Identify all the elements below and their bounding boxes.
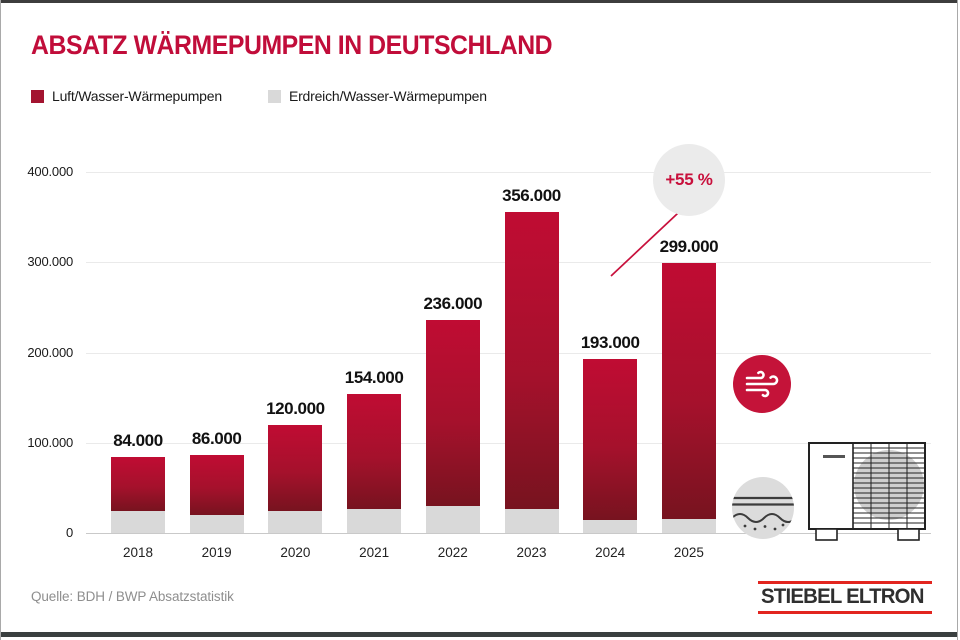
y-tick-label: 0 [65,525,73,540]
page-title: ABSATZ WÄRMEPUMPEN IN DEUTSCHLAND [31,30,553,60]
bar-segment-luft-2019 [189,455,244,515]
bar-segment-erdreich-2024 [583,520,638,533]
bar-segment-erdreich-2021 [347,508,402,533]
bar-value-label-2018: 84.000 [113,431,163,451]
source-note: Quelle: BDH / BWP Absatzstatistik [31,589,234,604]
legend-item-erdreich-wasser: Erdreich/Wasser-Wärmepumpen [267,88,487,104]
legend-label: Erdreich/Wasser-Wärmepumpen [288,88,487,104]
y-tick-label: 300.000 [27,254,73,270]
bar-segment-luft-2025 [661,263,716,520]
y-tick-label: 100.000 [27,434,73,450]
bar-value-label-2020: 120.000 [266,398,325,418]
x-tick-label-2021: 2021 [359,545,390,560]
logo-text: STIEBEL ELTRON [761,585,924,608]
x-tick-label-2019: 2019 [201,545,232,560]
x-tick-label-2018: 2018 [122,545,154,560]
gridline-0 [86,533,931,534]
bar-segment-luft-2020 [268,424,323,512]
legend-swatch-gray [267,89,281,103]
bar-segment-luft-2023 [504,211,559,509]
bar-segment-luft-2022 [425,320,480,506]
frame-bottom-rule [1,632,957,637]
growth-badge-label: +55 % [665,170,713,189]
legend-swatch-red [31,89,44,103]
x-tick-label-2023: 2023 [516,545,547,560]
bar-value-label-2023: 356.000 [502,185,561,205]
bar-segment-luft-2018 [111,457,165,512]
bar-segment-erdreich-2019 [189,514,244,533]
wind-icon [733,355,791,413]
y-tick-label: 200.000 [27,344,73,360]
x-tick-label-2020: 2020 [280,545,311,560]
legend-label: Luft/Wasser-Wärmepumpen [52,88,222,104]
x-tick-label-2025: 2025 [673,545,704,560]
stiebel-eltron-logo: STIEBEL ELTRON [758,581,932,614]
x-tick-label-2024: 2024 [595,545,626,560]
heat-pump-icon [808,442,926,541]
bar-value-label-2025: 299.000 [659,237,719,257]
growth-badge: +55 % [653,144,725,216]
bar-segment-erdreich-2018 [111,511,165,533]
ground-icon [732,477,794,539]
bar-value-label-2024: 193.000 [580,332,640,352]
bar-segment-erdreich-2022 [425,505,480,533]
bar-value-label-2021: 154.000 [344,368,404,387]
gridline-400.000 [86,172,931,173]
bar-segment-erdreich-2023 [504,508,559,533]
legend-item-luft-wasser: Luft/Wasser-Wärmepumpen [31,88,222,104]
bar-segment-luft-2024 [583,358,638,521]
y-tick-label: 400.000 [27,164,73,179]
chart-legend: Luft/Wasser-Wärmepumpen Erdreich/Wasser-… [31,88,487,104]
frame-top-rule [1,0,957,3]
bar-segment-erdreich-2025 [661,519,716,533]
x-tick-label-2022: 2022 [437,545,468,560]
bar-value-label-2022: 236.000 [423,294,483,313]
bar-segment-erdreich-2020 [268,511,323,533]
bar-segment-luft-2021 [347,394,402,509]
bar-value-label-2019: 86.000 [191,429,242,449]
